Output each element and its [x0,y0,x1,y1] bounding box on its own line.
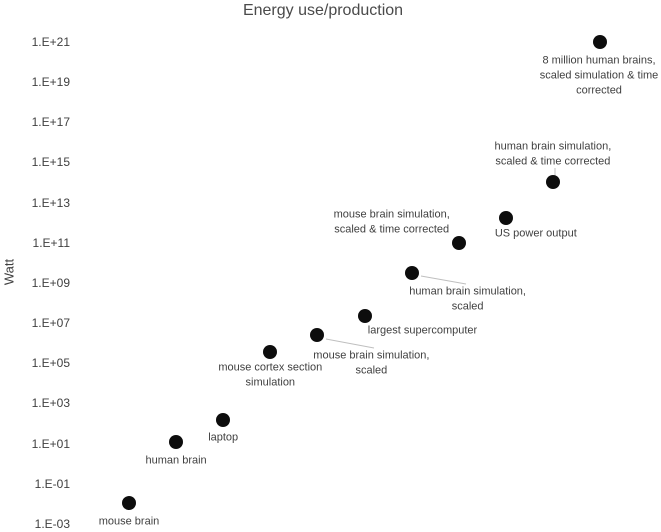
data-point-label: laptop [208,431,239,444]
data-point-label: human brain [145,454,207,467]
y-axis-tick-label: 1.E+17 [31,115,70,130]
data-point-label: US power output [494,227,577,240]
data-point-label: mouse cortex section [218,361,323,374]
data-point-label: scaled simulation & time [539,69,659,82]
data-point-label: corrected [576,84,622,97]
data-point [404,265,419,280]
data-point-label: simulation [245,376,296,389]
chart-title: Energy use/production [242,2,404,19]
y-axis-tick-label: 1.E+11 [32,235,70,250]
data-point-label: scaled & time corrected [334,223,450,236]
data-point-label: scaled [451,300,484,313]
data-point [263,345,278,360]
y-axis-tick-label: 1.E+01 [31,436,70,451]
data-point [122,495,136,510]
data-point [498,210,513,225]
y-axis-tick-label: 1.E-03 [34,516,70,531]
data-point [357,309,372,324]
data-point-label: 8 million human brains, [542,54,656,67]
data-point [593,35,607,49]
y-axis-tick-label: 1.E+13 [31,195,70,210]
y-axis-tick-label: 1.E+21 [31,35,70,49]
data-point-label: mouse brain simulation, [333,208,450,221]
data-point-label: mouse brain [98,515,160,528]
data-point-label: human brain simulation, [494,140,612,153]
y-axis-tick-label: 1.E+09 [31,275,70,290]
y-axis-tick-label: 1.E+05 [31,356,70,371]
y-axis-tick-label: 1.E-01 [34,476,70,491]
data-point-label: largest supercomputer [367,324,478,337]
y-axis-tick-label: 1.E+07 [31,316,70,331]
leader-line [420,275,467,285]
data-point-label: scaled & time corrected [495,155,611,168]
y-axis-tick-label: 1.E+19 [31,75,70,90]
data-point [169,435,184,450]
leader-line [325,338,375,349]
y-axis-tick-label: 1.E+15 [31,155,70,170]
data-point-label: human brain simulation, [409,285,526,298]
data-point [310,328,325,343]
data-point [216,412,231,427]
y-axis-tick-label: 1.E+03 [31,396,70,411]
data-point-label: mouse brain simulation, [313,349,430,362]
data-point-label: scaled [355,364,388,377]
data-point [451,235,466,250]
data-point [545,174,560,189]
